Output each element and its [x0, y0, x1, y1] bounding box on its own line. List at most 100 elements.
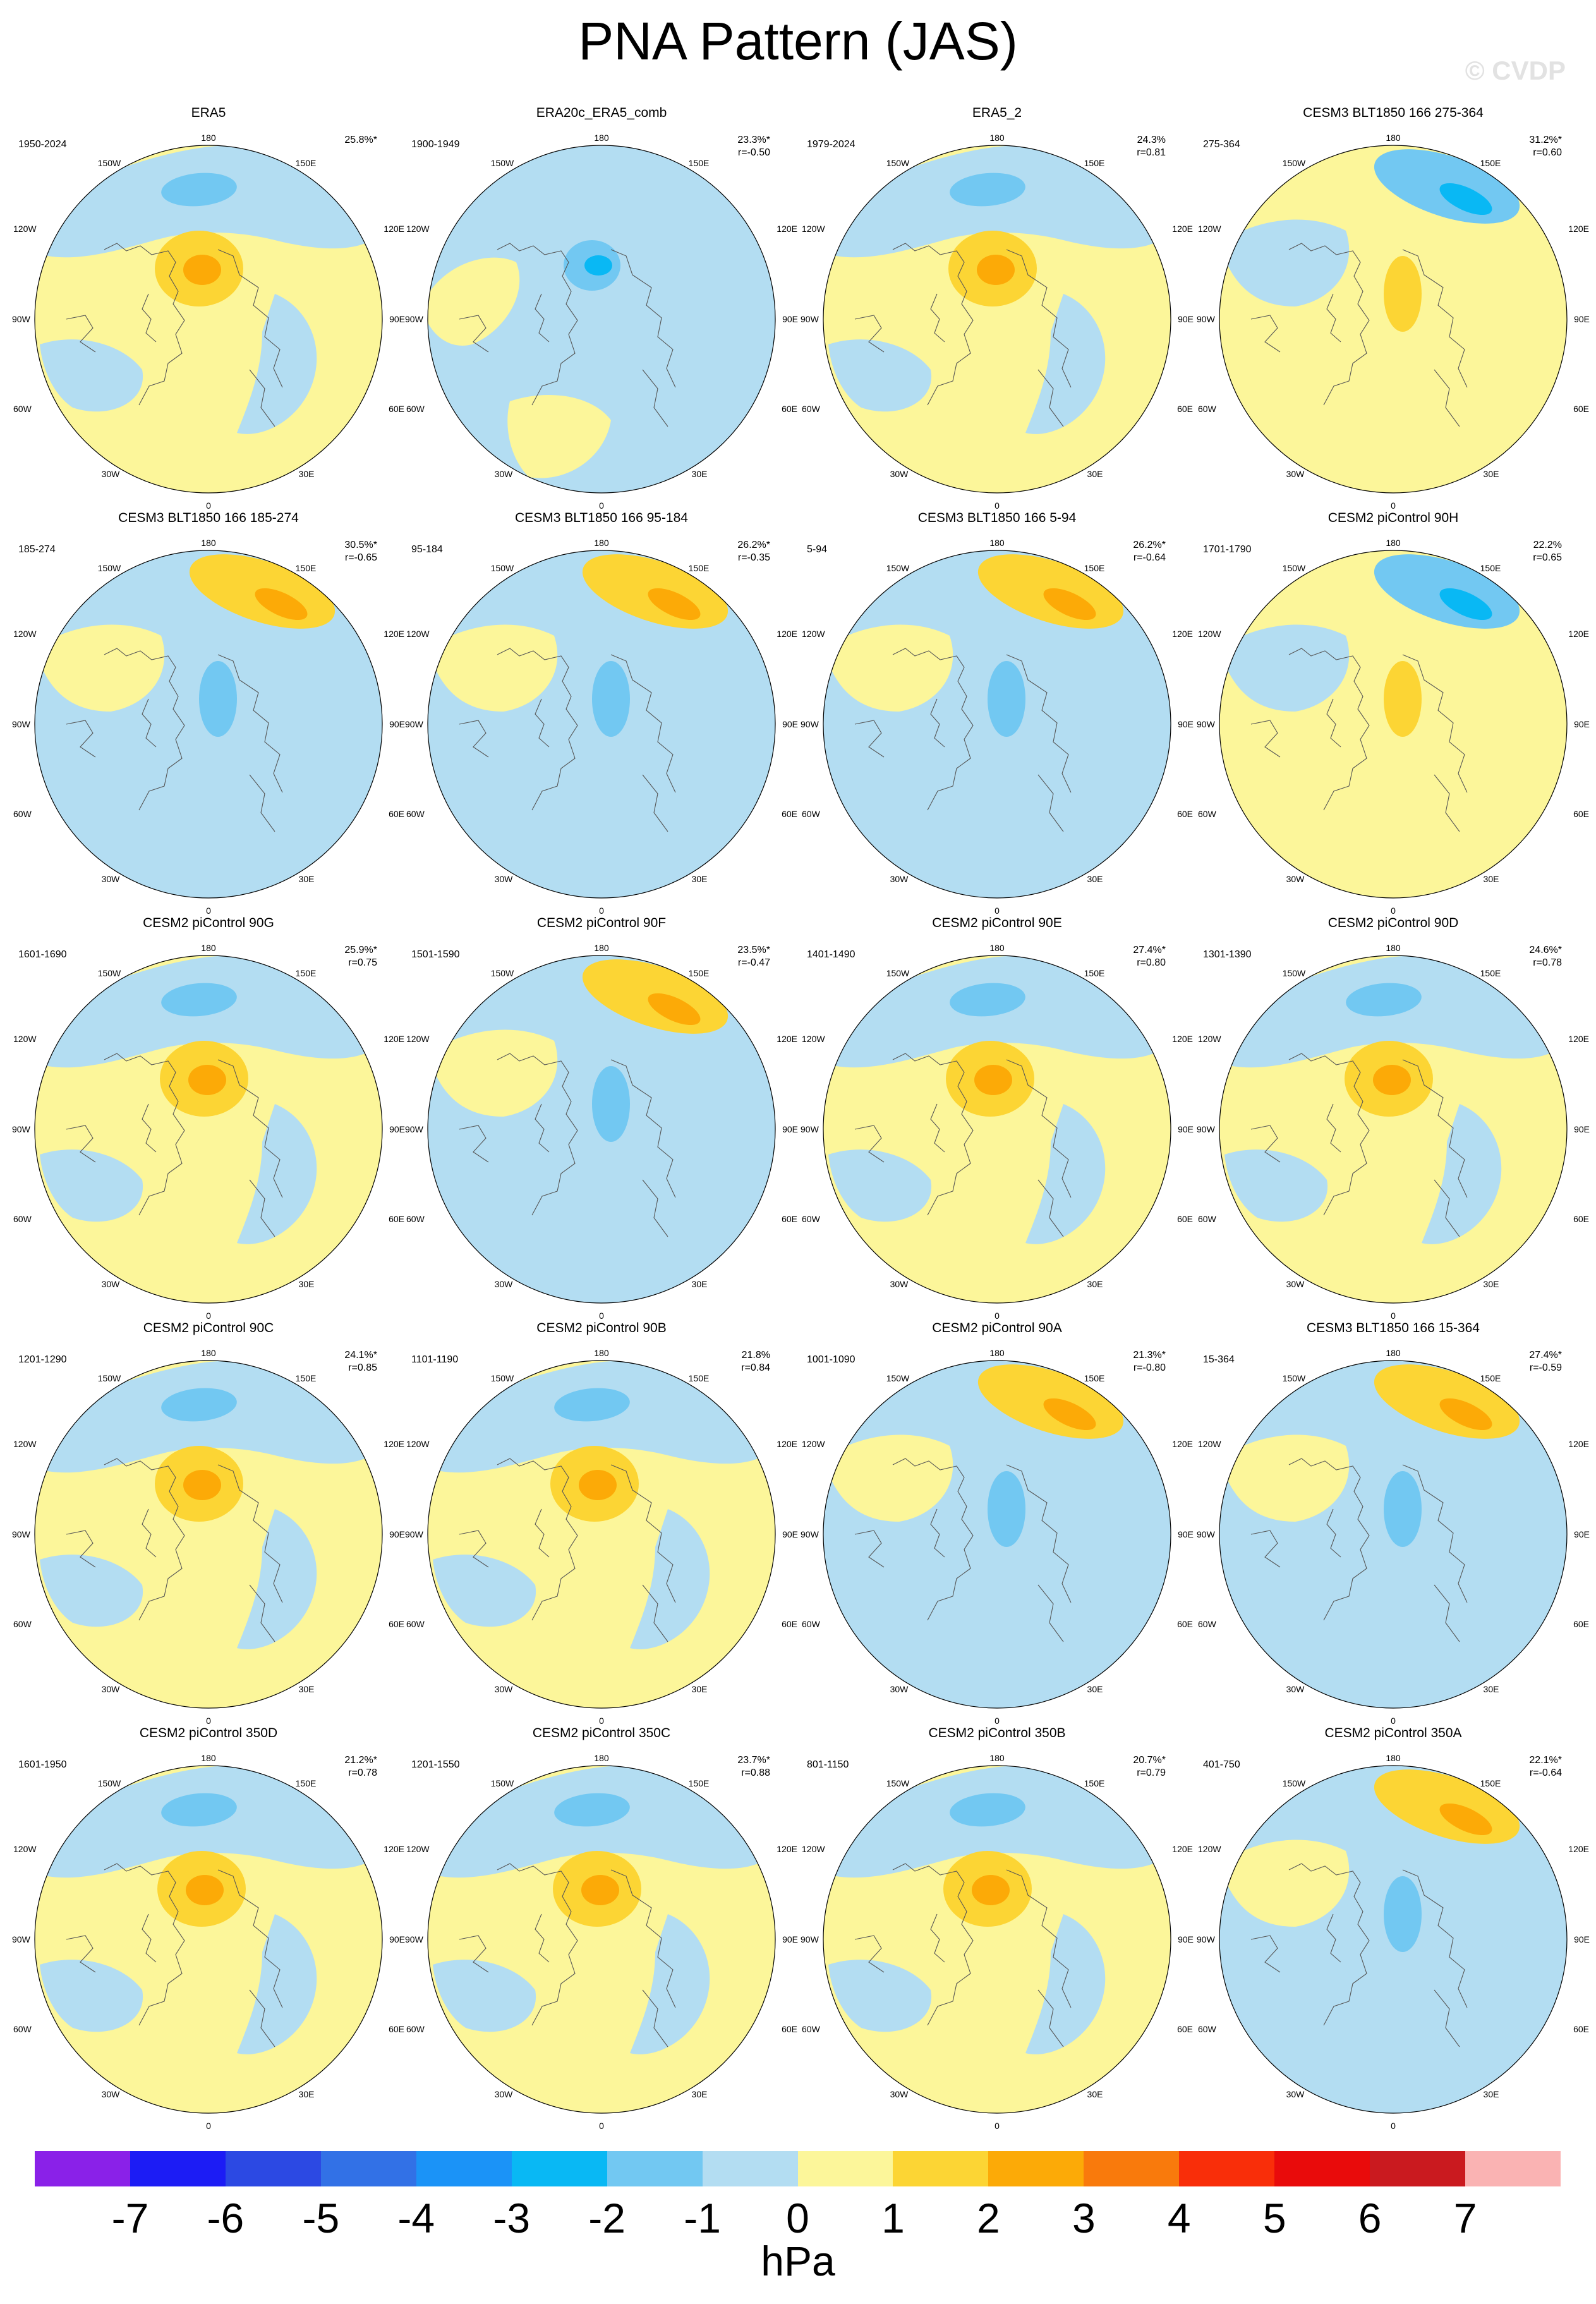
lon-label-120e: 120E: [1568, 629, 1589, 639]
colorbar-swatch: [225, 2151, 321, 2186]
lon-label-120w: 120W: [1198, 1439, 1221, 1449]
polar-stereographic-map: 180 0 150W 150E 120W 120E 90W 90E 60W 60E 30W 30E: [1197, 133, 1590, 511]
panel-variance-explained: 21.3%*: [1133, 1350, 1166, 1361]
panel-pattern-correlation: r=-0.59: [1529, 1362, 1562, 1373]
lon-label-60w: 60W: [406, 404, 425, 414]
anomaly-negative-eurasia: [1025, 294, 1106, 434]
anomaly-secondary-band: [1219, 1434, 1350, 1522]
lon-label-30e: 30E: [299, 1279, 315, 1289]
lon-label-120w: 120W: [13, 1844, 37, 1854]
panel-pattern-correlation: r=0.84: [741, 1362, 770, 1373]
lon-label-180: 180: [989, 943, 1005, 953]
map-boundary-circle: [1219, 1765, 1568, 2114]
lon-label-150w: 150W: [491, 563, 514, 573]
lon-label-90e: 90E: [782, 1529, 798, 1539]
anomaly-field: [35, 550, 382, 898]
anomaly-negative-eurasia: [237, 1509, 317, 1649]
coastline: [66, 648, 283, 832]
lon-label-180: 180: [201, 1753, 216, 1763]
lon-label-60e: 60E: [782, 809, 797, 819]
colorbar-swatch: [35, 2151, 130, 2186]
lon-label-90w: 90W: [405, 314, 424, 324]
lon-label-180: 180: [989, 1348, 1005, 1358]
map-panel: 180 0 150W 150E 120W 120E 90W 90E 60W 60E 30W 30E CE…: [1194, 104, 1592, 547]
lon-label-180: 180: [201, 538, 216, 548]
lon-label-150e: 150E: [1480, 968, 1501, 978]
lon-label-0: 0: [994, 2121, 1000, 2131]
map-panel: 180 0 150W 150E 120W 120E 90W 90E 60W 60E 30W 30E CE…: [1194, 509, 1592, 952]
polar-stereographic-map: 180 0 150W 150E 120W 120E 90W 90E 60W 60E 30W 30E: [12, 1348, 405, 1726]
anomaly-negative-core: [161, 173, 237, 207]
lon-label-30e: 30E: [1087, 469, 1103, 479]
lon-label-60w: 60W: [802, 809, 821, 819]
panel-pattern-correlation: r=-0.47: [737, 957, 770, 968]
lon-label-90w: 90W: [1197, 719, 1216, 729]
lon-label-60e: 60E: [782, 404, 797, 414]
lon-label-0: 0: [206, 2121, 211, 2131]
colorbar-swatch: [607, 2151, 703, 2186]
anomaly-field: [428, 1766, 775, 2113]
lon-label-120e: 120E: [1172, 1034, 1193, 1044]
panel-title: CESM3 BLT1850 166 95-184: [515, 511, 688, 525]
lon-label-30w: 30W: [495, 2089, 514, 2099]
lon-label-180: 180: [201, 133, 216, 143]
lon-label-150w: 150W: [98, 968, 121, 978]
lon-label-120w: 120W: [13, 1034, 37, 1044]
lon-label-30e: 30E: [299, 469, 315, 479]
anomaly-field: [428, 550, 775, 898]
map-boundary-circle: [823, 145, 1171, 494]
lon-label-90e: 90E: [1178, 719, 1194, 729]
panel-variance-explained: 25.8%*: [344, 135, 377, 145]
lon-label-30e: 30E: [1484, 1279, 1499, 1289]
lon-label-90e: 90E: [389, 1124, 405, 1134]
panel-period: 95-184: [411, 544, 443, 555]
anomaly-negative-core: [554, 1793, 630, 1827]
anomaly-negative-eurasia: [630, 1914, 710, 2054]
anomaly-negative-eurasia: [1422, 1104, 1502, 1244]
anomaly-top-inner: [648, 588, 701, 621]
panel-variance-explained: 21.2%*: [344, 1755, 377, 1766]
panel-period: 185-274: [18, 544, 56, 555]
map-panel: 180 0 150W 150E 120W 120E 90W 90E 60W 60E 30W 30E CE…: [402, 509, 801, 952]
lon-label-0: 0: [1391, 500, 1396, 511]
lon-label-120e: 120E: [777, 224, 797, 234]
anomaly-negative-eurasia: [237, 1104, 317, 1244]
lon-label-30w: 30W: [495, 469, 514, 479]
anomaly-negative-eurasia: [630, 1509, 710, 1649]
coastline: [459, 1053, 676, 1237]
colorbar-tick-label: 6: [1358, 2195, 1382, 2241]
lon-label-30e: 30E: [692, 1684, 708, 1694]
lon-label-120w: 120W: [1198, 1034, 1221, 1044]
colorbar-tick-label: 5: [1262, 2195, 1286, 2241]
anomaly-negative-atlantic: [433, 1555, 536, 1627]
colorbar-swatch: [1179, 2151, 1275, 2186]
anomaly-field: [428, 1361, 775, 1708]
anomaly-field: [1219, 550, 1567, 898]
lon-label-120w: 120W: [1198, 629, 1221, 639]
colorbar-tick-label: -7: [111, 2195, 149, 2241]
lon-label-150w: 150W: [491, 968, 514, 978]
panel-title: CESM3 BLT1850 166 15-364: [1307, 1321, 1480, 1335]
lon-label-90w: 90W: [405, 1529, 424, 1539]
panel-variance-explained: 20.7%*: [1133, 1755, 1166, 1766]
map-boundary-circle: [427, 955, 776, 1304]
anomaly-positive-orange: [188, 1065, 226, 1095]
lon-label-120e: 120E: [1172, 629, 1193, 639]
polar-stereographic-map: 180 0 150W 150E 120W 120E 90W 90E 60W 60E 30W 30E: [1197, 538, 1590, 916]
lon-label-60w: 60W: [406, 809, 425, 819]
panel-pattern-correlation: r=0.60: [1533, 147, 1562, 158]
map-panel: 180 0 150W 150E 120W 120E 90W 90E 60W 60E 30W 30E CE…: [798, 1725, 1196, 2167]
polar-stereographic-map: 180 0 150W 150E 120W 120E 90W 90E 60W 60E 30W 30E: [12, 538, 405, 916]
anomaly-positive-orange: [186, 1875, 224, 1905]
lon-label-60w: 60W: [13, 1214, 32, 1224]
coastline: [1250, 1863, 1468, 2047]
lon-label-90w: 90W: [801, 314, 819, 324]
lon-label-60e: 60E: [782, 2024, 797, 2034]
lon-label-30w: 30W: [1286, 469, 1305, 479]
lon-label-30w: 30W: [102, 1279, 121, 1289]
coastline: [854, 1863, 1072, 2047]
anomaly-top-inner: [1043, 1398, 1096, 1431]
coastline: [854, 1053, 1072, 1237]
lon-label-150e: 150E: [1084, 158, 1105, 168]
lon-label-150w: 150W: [491, 1373, 514, 1383]
